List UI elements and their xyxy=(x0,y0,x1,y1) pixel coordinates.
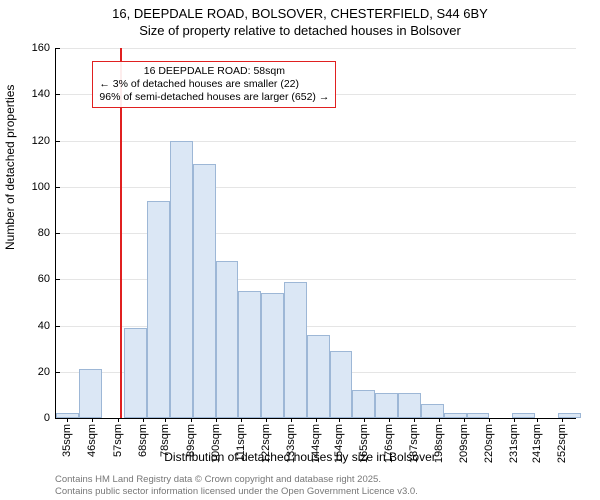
gridline-h xyxy=(56,279,576,280)
histogram-bar xyxy=(261,293,284,418)
ytick-label: 40 xyxy=(38,320,56,332)
title-line-1: 16, DEEPDALE ROAD, BOLSOVER, CHESTERFIEL… xyxy=(0,6,600,23)
histogram-bar xyxy=(375,393,398,418)
histogram-bar xyxy=(398,393,421,418)
histogram-bar xyxy=(238,291,261,418)
y-axis-label: Number of detached properties xyxy=(3,85,17,250)
histogram-bar xyxy=(147,201,170,418)
annotation-box: 16 DEEPDALE ROAD: 58sqm← 3% of detached … xyxy=(92,61,336,108)
plot-area: 02040608010012014016035sqm46sqm57sqm68sq… xyxy=(55,48,576,419)
chart-container: 16, DEEPDALE ROAD, BOLSOVER, CHESTERFIEL… xyxy=(0,0,600,500)
gridline-h xyxy=(56,326,576,327)
ytick-label: 0 xyxy=(44,412,56,424)
ytick-label: 120 xyxy=(32,135,56,147)
ytick-label: 80 xyxy=(38,227,56,239)
gridline-h xyxy=(56,187,576,188)
gridline-h xyxy=(56,233,576,234)
histogram-bar xyxy=(352,390,375,418)
title-line-2: Size of property relative to detached ho… xyxy=(0,23,600,40)
ytick-label: 160 xyxy=(32,42,56,54)
histogram-bar xyxy=(193,164,216,418)
histogram-bar xyxy=(330,351,353,418)
ytick-label: 100 xyxy=(32,181,56,193)
ytick-label: 60 xyxy=(38,273,56,285)
ytick-label: 140 xyxy=(32,88,56,100)
histogram-bar xyxy=(421,404,444,418)
footer-line-1: Contains HM Land Registry data © Crown c… xyxy=(55,474,418,486)
annotation-line: 96% of semi-detached houses are larger (… xyxy=(99,91,329,104)
histogram-bar xyxy=(284,282,307,418)
histogram-bar xyxy=(216,261,239,418)
footer-attribution: Contains HM Land Registry data © Crown c… xyxy=(55,474,418,498)
histogram-bar xyxy=(79,369,102,418)
ytick-label: 20 xyxy=(38,366,56,378)
histogram-bar xyxy=(170,141,193,419)
footer-line-2: Contains public sector information licen… xyxy=(55,486,418,498)
histogram-bar xyxy=(124,328,147,418)
gridline-h xyxy=(56,48,576,49)
histogram-bar xyxy=(307,335,330,418)
annotation-line: ← 3% of detached houses are smaller (22) xyxy=(99,78,329,91)
chart-title: 16, DEEPDALE ROAD, BOLSOVER, CHESTERFIEL… xyxy=(0,0,600,40)
annotation-line: 16 DEEPDALE ROAD: 58sqm xyxy=(99,65,329,78)
gridline-h xyxy=(56,141,576,142)
x-axis-label: Distribution of detached houses by size … xyxy=(0,450,600,464)
